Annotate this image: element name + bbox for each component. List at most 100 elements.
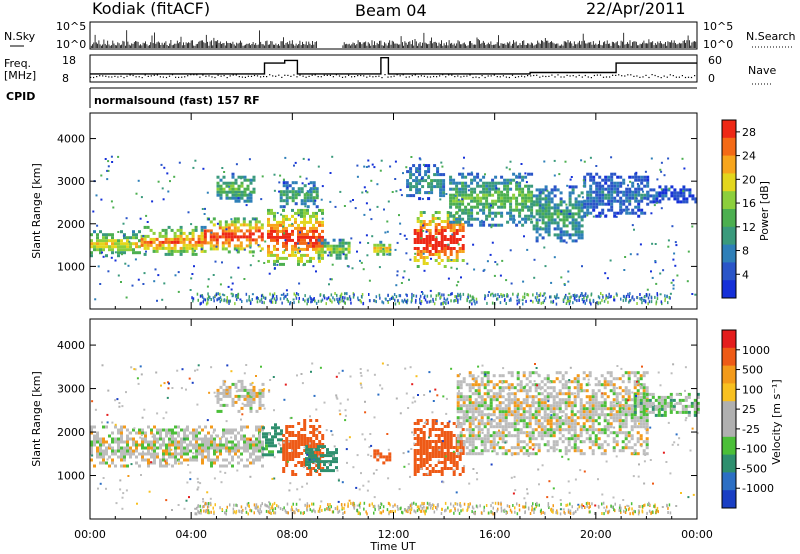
power-scatter-dot (302, 157, 305, 160)
power-cell (431, 235, 435, 238)
power-clutter-dot (654, 295, 656, 299)
power-clutter-dot (603, 299, 606, 303)
power-cell (382, 249, 386, 253)
power-scatter-dot (110, 155, 113, 158)
velocity-cell (504, 428, 508, 432)
velocity-cell (262, 426, 265, 430)
velocity-cell (531, 431, 535, 435)
nsky-tick-top: 10^5 (56, 20, 86, 33)
velocity-cell (300, 461, 304, 464)
velocity-cell (186, 434, 189, 438)
velocity-cell (180, 446, 183, 450)
velocity-cell (483, 386, 487, 390)
power-cell (379, 240, 383, 244)
velocity-cell (258, 455, 261, 459)
power-cell (285, 226, 288, 230)
power-cell (212, 223, 216, 227)
power-cell (550, 212, 554, 216)
power-cell (547, 233, 551, 237)
velocity-cell (480, 422, 484, 426)
power-clutter-dot (660, 300, 663, 304)
power-scatter-dot (538, 219, 541, 222)
power-cell (592, 205, 596, 209)
power-cell (315, 217, 318, 221)
power-clutter-dot (592, 298, 595, 302)
velocity-cell (452, 458, 456, 461)
velocity-cell (183, 458, 186, 462)
power-cell (589, 190, 593, 194)
velocity-cell (183, 446, 186, 450)
velocity-cell (468, 374, 472, 378)
velocity-cell (252, 440, 255, 444)
velocity-cell (443, 458, 447, 461)
velocity-cell (268, 450, 271, 454)
power-cell (129, 242, 132, 246)
power-cell (242, 220, 246, 224)
power-cell (143, 246, 147, 250)
velocity-cell (516, 440, 520, 444)
power-cell (622, 178, 626, 182)
power-cell (449, 193, 453, 197)
power-cell (524, 175, 528, 179)
nave-dot (612, 74, 614, 76)
velocity-cell (165, 443, 168, 447)
power-cell (309, 190, 313, 194)
velocity-cell (141, 440, 144, 444)
velocity-cell (216, 443, 219, 447)
power-scatter-dot (387, 200, 390, 203)
power-scatter-dot (398, 214, 400, 217)
power-cell (601, 202, 605, 206)
velocity-cell (428, 428, 432, 431)
power-cell (416, 253, 420, 256)
velocity-cell (458, 452, 462, 455)
power-cell (436, 185, 440, 189)
velocity-cell (462, 377, 466, 381)
power-cell (260, 226, 264, 230)
velocity-cell (201, 443, 204, 447)
power-cell (260, 232, 264, 236)
power-clutter-dot (578, 295, 580, 299)
velocity-cell (303, 443, 307, 446)
power-scatter-dot (631, 224, 634, 227)
nave-dot (545, 75, 547, 78)
power-cell (458, 250, 462, 253)
power-cell (297, 193, 301, 197)
power-cell (300, 208, 303, 212)
velocity-cell (318, 452, 322, 455)
power-clutter-dot (601, 294, 604, 297)
power-cell (315, 226, 318, 230)
power-cell (240, 190, 244, 194)
power-cell (129, 245, 132, 249)
velocity-cell (513, 413, 517, 417)
power-cell (282, 193, 286, 197)
power-cell (179, 228, 183, 232)
power-cell (461, 247, 465, 250)
power-scatter-dot (343, 205, 346, 207)
nave-dot (442, 74, 444, 76)
power-cell (637, 190, 641, 194)
power-clutter-dot (486, 301, 488, 305)
power-cell (285, 196, 289, 200)
power-clutter-dot (241, 300, 243, 303)
power-clutter-dot (228, 299, 230, 303)
power-cell (506, 196, 510, 200)
power-cell (476, 202, 480, 206)
velocity-cell (147, 458, 150, 462)
velocity-cell (501, 425, 505, 429)
power-clutter-dot (350, 301, 352, 305)
power-cell (640, 196, 644, 200)
power-cell (234, 199, 238, 203)
velocity-cell (120, 437, 123, 441)
velocity-region-4 (373, 449, 392, 465)
velocity-cell (174, 440, 177, 444)
power-clutter-dot (650, 296, 653, 300)
velocity-cell (138, 464, 141, 468)
power-cell (326, 244, 330, 248)
power-cell (347, 250, 351, 254)
power-cell (550, 200, 554, 204)
velocity-cell (510, 401, 514, 405)
velocity-cell (252, 449, 255, 453)
power-cell (425, 238, 429, 241)
power-cell (96, 245, 99, 249)
velocity-cell (534, 395, 538, 399)
